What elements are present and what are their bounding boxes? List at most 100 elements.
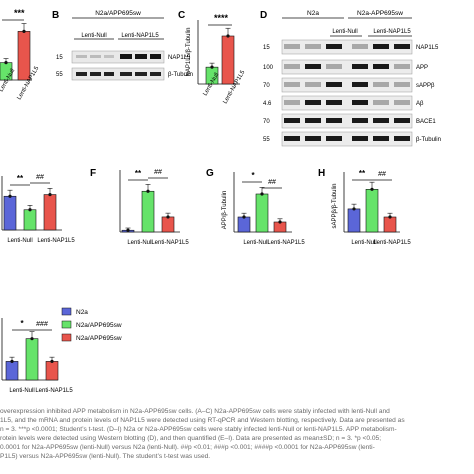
bar-g-1 bbox=[255, 193, 269, 233]
blot-band bbox=[305, 44, 321, 49]
blot-band bbox=[373, 64, 389, 69]
bar-i-2 bbox=[45, 361, 59, 381]
bar-f-1 bbox=[141, 190, 155, 233]
bar-e-1 bbox=[23, 209, 37, 231]
blot-band bbox=[394, 136, 410, 141]
panel-e-significance-1: ** bbox=[17, 174, 24, 183]
panel-d-blots: 15 NAP1L5 100 APP 70 sAPPβ 4.6 Aβ 70 BACE1 55 β-Tub… bbox=[263, 39, 441, 147]
panel-b-group-nap1l5: Lenti-NAP1L5 bbox=[121, 33, 159, 39]
panel-d-cell-app: N2a-APP695sw bbox=[357, 10, 403, 17]
blot-band bbox=[326, 100, 342, 105]
panel-g: G APP/β-Tubulin * ## Lenti-Null Lenti-NA… bbox=[206, 168, 305, 246]
blot-band bbox=[373, 44, 389, 49]
panel-b-blot-tubulin bbox=[71, 67, 165, 81]
blot-band bbox=[352, 64, 368, 69]
bar-c-1 bbox=[221, 35, 235, 85]
blot-band bbox=[394, 64, 410, 69]
data-point bbox=[48, 192, 52, 197]
panel-g-significance-2: ## bbox=[268, 179, 276, 186]
blot-band bbox=[305, 82, 321, 87]
blot-band bbox=[135, 54, 147, 59]
blot-band bbox=[352, 82, 368, 87]
panel-i-significance-1: * bbox=[20, 319, 24, 328]
blot-band-label: β-Tubulin bbox=[416, 137, 441, 143]
panel-h-xlabel-nap1l5: Lenti-NAP1L5 bbox=[373, 240, 411, 246]
blot-band bbox=[394, 118, 410, 123]
data-point bbox=[126, 228, 130, 232]
data-point bbox=[22, 29, 26, 33]
data-point bbox=[166, 215, 170, 219]
data-point bbox=[30, 337, 34, 341]
panel-f-significance-2: ## bbox=[154, 169, 162, 176]
panel-g-significance-1: * bbox=[251, 171, 255, 180]
panel-b-band-nap1l5: NAP1L5 bbox=[168, 55, 191, 61]
bar-e-0 bbox=[3, 195, 17, 231]
blot-band bbox=[120, 72, 132, 76]
caption-line: 1L5, and the mRNA and protein levels of … bbox=[0, 416, 405, 424]
blot-band bbox=[284, 64, 300, 69]
panel-h-xlabel-null: Lenti-Null bbox=[351, 240, 376, 246]
data-point bbox=[4, 61, 8, 65]
data-point bbox=[226, 34, 230, 38]
figure-canvas: *** Lenti-Null Lenti-NAP1L5 B N2a/APP695… bbox=[0, 8, 441, 394]
blot-band bbox=[150, 54, 161, 59]
blot-band bbox=[305, 136, 321, 141]
data-point bbox=[370, 187, 374, 191]
panel-b-mw-nap1l5: 15 bbox=[56, 55, 63, 61]
blot-band bbox=[76, 55, 87, 58]
panel-e-significance-2: ## bbox=[36, 174, 44, 181]
panel-h-significance-2: ## bbox=[378, 171, 386, 178]
panel-i-significance-2: ### bbox=[36, 321, 48, 328]
bar-h-2 bbox=[383, 216, 397, 233]
blot-band bbox=[352, 100, 368, 105]
caption-line: n = 3. ***p <0.0001; Student’s t-test. (… bbox=[0, 425, 397, 433]
data-point bbox=[278, 220, 282, 224]
legend-label-n2a: N2a bbox=[76, 309, 88, 316]
panel-f-xlabel-nap1l5: Lenti-NAP1L5 bbox=[151, 240, 189, 246]
panel-h-ylabel: sAPPβ/β-Tubulin bbox=[332, 183, 338, 228]
panel-d-group-null: Lenti-Null bbox=[332, 29, 357, 35]
caption-line: rotein levels were detected using Wester… bbox=[0, 434, 382, 442]
data-point bbox=[10, 359, 14, 363]
panel-f-bars bbox=[121, 184, 175, 233]
data-point bbox=[8, 194, 12, 198]
blot-band bbox=[150, 72, 161, 76]
panel-b-cell-label: N2a/APP695sw bbox=[95, 10, 141, 17]
legend-swatch-n2a bbox=[61, 307, 72, 316]
blot-strip bbox=[281, 59, 413, 75]
legend-swatch-app bbox=[61, 320, 72, 329]
panel-b-mw-tubulin: 55 bbox=[56, 72, 63, 78]
blot-band bbox=[76, 72, 87, 76]
bar-i-1 bbox=[25, 338, 39, 381]
panel-f-letter: F bbox=[90, 168, 96, 179]
legend: N2a N2a/APP695sw N2a/APP695sw bbox=[61, 307, 122, 342]
blot-band bbox=[326, 136, 342, 141]
blot-strip bbox=[281, 77, 413, 93]
panel-b: B N2a/APP695sw Lenti-Null Lenti-NAP1L5 1… bbox=[52, 10, 193, 81]
blot-band bbox=[104, 72, 114, 76]
blot-strip bbox=[281, 39, 413, 55]
blot-mw-label: 100 bbox=[263, 65, 274, 71]
blot-strip bbox=[281, 95, 413, 111]
panel-f-xlabel-null: Lenti-Null bbox=[127, 240, 152, 246]
bar-i-0 bbox=[5, 361, 19, 381]
blot-mw-label: 70 bbox=[263, 119, 270, 125]
panel-i-bars bbox=[5, 331, 59, 381]
data-point bbox=[28, 208, 32, 212]
figure-caption: overexpression inhibited APP metabolism … bbox=[0, 408, 474, 474]
blot-band bbox=[284, 118, 300, 123]
panel-d-letter: D bbox=[260, 10, 267, 21]
blot-strip bbox=[281, 131, 413, 147]
bar-g-0 bbox=[237, 216, 251, 233]
blot-band-label: BACE1 bbox=[416, 119, 436, 125]
panel-a: *** Lenti-Null Lenti-NAP1L5 bbox=[0, 8, 41, 101]
panel-e-xlabel-nap1l5: Lenti-NAP1L5 bbox=[37, 238, 75, 244]
panel-c-bars bbox=[205, 27, 235, 85]
panel-b-group-null: Lenti-Null bbox=[81, 33, 106, 39]
blot-band bbox=[394, 82, 410, 87]
bar-a-1 bbox=[17, 31, 31, 81]
panel-d: D N2a N2a-APP695sw Lenti-Null Lenti-NAP1… bbox=[260, 10, 441, 147]
bar-h-0 bbox=[347, 208, 361, 233]
blot-band bbox=[305, 64, 321, 69]
blot-band bbox=[352, 118, 368, 123]
